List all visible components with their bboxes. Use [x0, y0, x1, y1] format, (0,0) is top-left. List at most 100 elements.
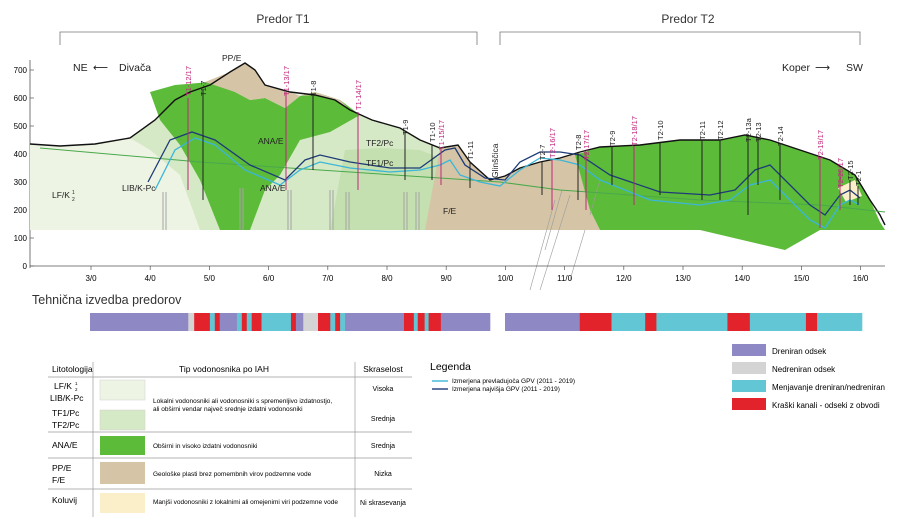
bar-segment-karst: [335, 313, 341, 331]
x-tick: 13/0: [675, 266, 691, 283]
x-tick: 11/0: [557, 266, 573, 283]
borehole-label: T2-7: [538, 145, 547, 160]
bar-segment-karst: [251, 313, 262, 331]
bar-segment-drained: [295, 313, 304, 331]
y-tick-0: 0: [23, 262, 34, 271]
x-tick-label: 11/0: [557, 274, 573, 283]
bar-segment-karst: [194, 313, 211, 331]
bar-segment-karst: [805, 313, 818, 331]
x-tick-label: 12/0: [616, 274, 632, 283]
x-tick-label: 8/0: [381, 274, 393, 283]
section-labels: PP/E ANA/E ANA/E TF2/Pc TF1/Pc LIB/K-Pc …: [52, 53, 500, 216]
lithology-table: Litotologija Tip vodonosnika po IAH Skra…: [48, 362, 412, 517]
x-tick: 12/0: [616, 266, 632, 283]
bar-legend-karst: Kraški kanali - odseki z obvodi: [732, 398, 880, 410]
tunnel-t2-label: Predor T2: [661, 12, 714, 26]
design-bar-t2: [505, 313, 863, 331]
y-tick-600: 600: [14, 94, 34, 103]
y-tick-label: 600: [14, 94, 28, 103]
row-desc: ali obširni vendar največ srednje izdatn…: [153, 406, 303, 413]
geological-section: T1-12/17 T1-7 T1-13/17 T1-8 T1-14/17 T1-…: [29, 53, 886, 291]
bar-segment-karst: [318, 313, 331, 331]
bar-legend-label: Dreniran odsek: [772, 347, 827, 356]
bar-segment-karst: [417, 313, 425, 331]
x-tick: 4/0: [145, 266, 157, 283]
row-swatch: [100, 436, 145, 455]
borehole-label: T2-17/17: [582, 130, 591, 160]
row-desc: Obširni in visoko izdatni vodonosniki: [153, 443, 257, 450]
gpv-max-line: [147, 131, 861, 216]
y-tick-label: 300: [14, 178, 28, 187]
label-lf-k-sup: 1: [72, 190, 75, 196]
borehole-label: T2-20/17: [836, 158, 845, 188]
row-litho: F/E: [52, 475, 66, 485]
borehole-label: T1-13/17: [282, 66, 291, 96]
direction-right-arrow: ⟶: [815, 62, 830, 74]
bar-legend: Dreniran odsek Nedreniran odsek Menjavan…: [732, 344, 885, 410]
table-row: Koluvij Manjši vodonosniki z lokalnimi a…: [52, 493, 406, 513]
borehole-lines: [187, 90, 859, 228]
bar-segment-changing: [236, 313, 243, 331]
legend-label: Izmerjena prevladujoča GPV (2011 - 2019): [452, 378, 575, 385]
row-swatch: [100, 493, 145, 513]
layer-fe: [425, 145, 600, 230]
legend-label: Izmerjena najvišja GPV (2011 - 2019): [452, 386, 560, 393]
x-tick-label: 9/0: [441, 274, 453, 283]
x-tick-label: 4/0: [145, 274, 157, 283]
x-tick: 3/0: [85, 266, 97, 283]
bar-segment-karst: [428, 313, 442, 331]
label-ana-e-1: ANA/E: [258, 136, 284, 146]
row-swatch: [99, 409, 146, 431]
y-tick-100: 100: [14, 234, 34, 243]
layer-pp-mid: [300, 92, 350, 110]
x-tick: 14/0: [734, 266, 751, 283]
y-tick-label: 100: [14, 234, 28, 243]
borehole-label: T2-1: [854, 171, 863, 186]
borehole-labels: T1-12/17 T1-7 T1-13/17 T1-8 T1-14/17 T1-…: [184, 66, 863, 188]
x-tick-label: 5/0: [204, 274, 216, 283]
design-bar-t1: [90, 313, 491, 331]
direction-left-arrow: ⟵: [93, 62, 108, 74]
y-tick-label: 500: [14, 122, 28, 131]
borehole-label: T1-15/17: [437, 120, 446, 150]
borehole-label: T2-12: [716, 120, 725, 140]
x-tick-label: 14/0: [734, 274, 750, 283]
tunnel-axis-line: [39, 147, 886, 213]
x-tick: 9/0: [441, 266, 453, 283]
direction-left: NE ⟵ Divača: [73, 62, 151, 74]
row-litho: PP/E: [52, 463, 72, 473]
row-litho-sup: 1: [75, 381, 78, 386]
row-litho: LIB/K-Pc: [50, 393, 84, 403]
borehole-label: T1-10: [428, 122, 437, 142]
table-row: LF/K 1 2 LIB/K-Pc Lokalni vodonosniki al…: [50, 379, 394, 413]
layer-pp-top: [205, 63, 300, 108]
bar-segment-drained: [440, 313, 491, 331]
table-header-litho: Litotologija: [52, 364, 93, 374]
bar-legend-label: Menjavanje dreniran/nedreniran: [772, 383, 885, 392]
x-tick: 10/0: [498, 266, 514, 283]
label-tf2-pc: TF2/Pc: [366, 138, 394, 148]
borehole-label: T1-14/17: [354, 80, 363, 110]
label-pp-e-top: PP/E: [222, 53, 242, 63]
label-glinscica: Glinščica: [490, 143, 500, 178]
table-row: PP/E F/E Geološke plasti brez pomembnih …: [52, 462, 392, 485]
borehole-label: T1-11: [466, 141, 475, 160]
bar-legend-changing: Menjavanje dreniran/nedreniran: [732, 380, 885, 392]
table-row: TF1/Pc TF2/Pc Srednja: [52, 408, 395, 431]
row-desc: Lokalni vodonosniki ali vodonosniki s sp…: [153, 398, 332, 405]
bar-legend-label: Nedreniran odsek: [772, 365, 836, 374]
fault-lines: [529, 179, 601, 291]
x-tick: 15/0: [794, 266, 810, 283]
row-litho: ANA/E: [52, 440, 78, 450]
bar-legend-drained: Dreniran odsek: [732, 344, 827, 356]
borehole-label: T1-8: [309, 81, 318, 96]
bar-segment-undrained: [188, 313, 195, 331]
bar-segment-changing: [330, 313, 336, 331]
gpv-prevailing-line: [154, 137, 861, 229]
row-desc: Geološke plasti brez pomembnih virov pod…: [153, 471, 312, 478]
bar-segment-karst: [727, 313, 751, 331]
row-kars: Srednja: [371, 416, 395, 423]
tunnel-t1-label: Predor T1: [256, 12, 309, 26]
direction-right-code: SW: [846, 62, 863, 74]
